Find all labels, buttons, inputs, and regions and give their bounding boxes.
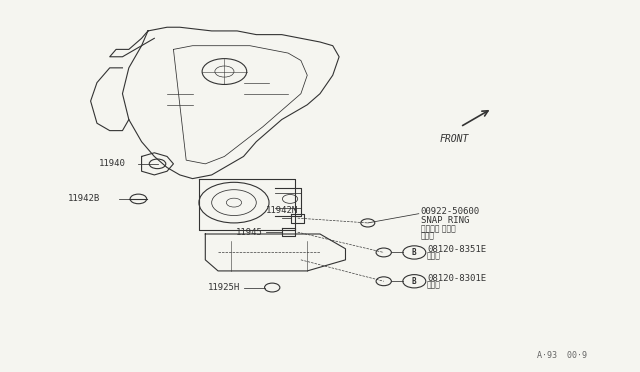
Text: 08120-8301E: 08120-8301E — [427, 274, 486, 283]
Text: SNAP RING: SNAP RING — [420, 216, 469, 225]
Text: （１）: （１） — [420, 232, 435, 241]
Text: 00922-50600: 00922-50600 — [420, 207, 480, 217]
Text: 08120-8351E: 08120-8351E — [427, 245, 486, 254]
Text: B: B — [412, 248, 417, 257]
Text: 11925H: 11925H — [208, 283, 241, 292]
Text: 11945: 11945 — [236, 228, 262, 237]
Text: 〈１〉: 〈１〉 — [427, 251, 441, 261]
Text: 11942B: 11942B — [68, 195, 100, 203]
Text: 11942M: 11942M — [266, 206, 298, 215]
Text: A·93  00·9: A·93 00·9 — [537, 351, 587, 360]
Text: スナップ リング: スナップ リング — [420, 224, 456, 233]
Text: 11940: 11940 — [99, 159, 125, 169]
Text: B: B — [412, 277, 417, 286]
Text: 〈２〉: 〈２〉 — [427, 280, 441, 289]
Text: FRONT: FRONT — [439, 134, 468, 144]
